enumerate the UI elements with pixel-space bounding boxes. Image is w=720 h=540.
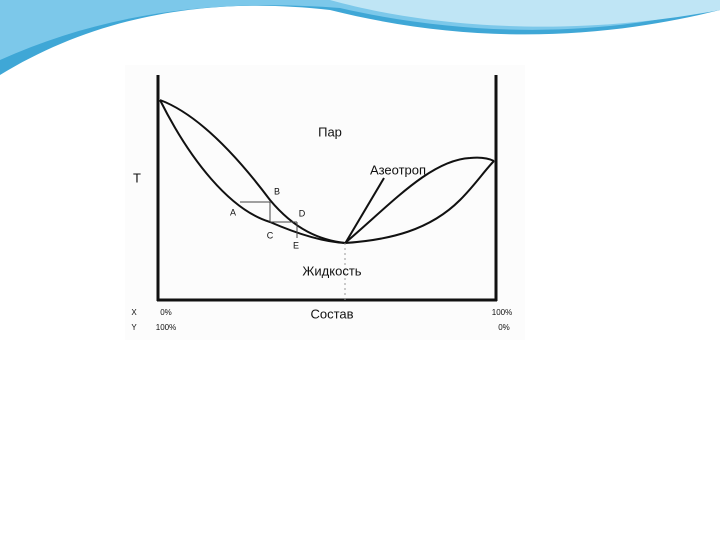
point-label: B [274, 186, 280, 196]
vapor-label: Пар [318, 124, 342, 139]
point-label: E [293, 240, 299, 250]
liquid-label: Жидкость [302, 263, 361, 278]
annotation: Азеотроп [370, 162, 426, 177]
row-name: X [131, 308, 137, 317]
row-name: Y [131, 323, 137, 332]
row-right: 100% [492, 308, 512, 317]
point-label: D [299, 208, 306, 218]
annotation-line [345, 177, 385, 243]
point-label: A [230, 207, 236, 217]
step-lines [240, 201, 298, 238]
row-right: 0% [498, 323, 510, 332]
x-axis-label: Состав [310, 306, 353, 321]
axes [156, 75, 498, 302]
y-axis-label: T [133, 170, 141, 185]
phase-curves [159, 99, 495, 244]
wave-front [330, 0, 720, 27]
row-left: 0% [160, 308, 172, 317]
row-left: 100% [156, 323, 176, 332]
point-label: C [267, 230, 274, 240]
